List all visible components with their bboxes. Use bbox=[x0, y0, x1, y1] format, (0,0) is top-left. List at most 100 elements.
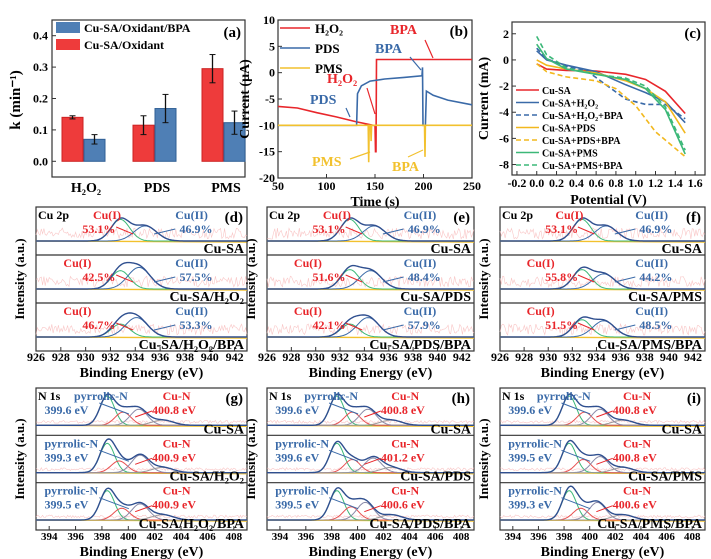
peak-label: Cu(II) bbox=[175, 208, 208, 222]
annotation-arrow bbox=[596, 505, 613, 513]
peak-value: 400.8 eV bbox=[152, 403, 196, 417]
peak-label: pyrrolic-N bbox=[508, 484, 562, 498]
x-tick-label: 0.4 bbox=[569, 176, 584, 190]
x-tick-label: 404 bbox=[173, 531, 190, 543]
legend-label: Cu-SA/Oxidant/BPA bbox=[84, 21, 191, 35]
panel-label: (h) bbox=[452, 391, 470, 407]
x-tick-label: 1.2 bbox=[648, 176, 663, 190]
fit-component-1 bbox=[500, 225, 705, 242]
peak-label: Cu-N bbox=[391, 484, 419, 498]
peak-value: 399.6 eV bbox=[275, 403, 319, 417]
annotation-arrow bbox=[364, 505, 382, 513]
legend-label: Cu-SA+PMS+BPA bbox=[542, 161, 623, 172]
x-axis-label: Binding Energy (eV) bbox=[80, 545, 204, 559]
x-tick-label: 938 bbox=[176, 350, 194, 364]
envelope-line bbox=[500, 393, 705, 426]
y-tick-label: 10 bbox=[263, 13, 275, 27]
peak-label: Cu-N bbox=[623, 389, 651, 403]
raw-data-line bbox=[499, 275, 706, 288]
panel-h-axes bbox=[266, 387, 475, 531]
x-tick-label: 928 bbox=[515, 350, 533, 364]
annotation-arrow bbox=[366, 87, 376, 115]
sample-label: Cu-SA bbox=[431, 422, 472, 437]
x-axis-label: Binding Energy (eV) bbox=[541, 366, 665, 381]
x-tick-label: 404 bbox=[401, 531, 418, 543]
x-tick-label: 396 bbox=[298, 531, 315, 543]
fit-component-0 bbox=[36, 218, 247, 242]
y-axis-label: Intensity (a.u.) bbox=[476, 238, 491, 319]
fit-component-1 bbox=[267, 317, 474, 338]
peak-label: Cu(I) bbox=[93, 208, 121, 222]
sample-label: Cu-SA bbox=[662, 422, 703, 437]
peak-label: Cu(I) bbox=[555, 208, 583, 222]
bar bbox=[61, 116, 84, 162]
envelope-line bbox=[267, 314, 474, 338]
peak-label: Cu(I) bbox=[63, 256, 91, 270]
peak-label: Cu(II) bbox=[635, 208, 668, 222]
y-tick-label: -5 bbox=[265, 92, 275, 106]
x-tick-label: 1.4 bbox=[668, 176, 683, 190]
peak-value: 399.3 eV bbox=[44, 450, 88, 464]
peak-value: 399.6 eV bbox=[44, 403, 88, 417]
peak-value: 399.5 eV bbox=[508, 450, 552, 464]
x-axis-label: Binding Energy (eV) bbox=[541, 545, 665, 559]
x-tick-label: -0.2 bbox=[507, 176, 526, 190]
peak-value: 399.5 eV bbox=[275, 498, 319, 512]
x-tick-label: 1.0 bbox=[628, 176, 643, 190]
raw-data-line bbox=[35, 514, 248, 519]
annotation-arrow bbox=[614, 276, 636, 283]
raw-data-line bbox=[266, 467, 475, 472]
annotation-arrow bbox=[135, 410, 153, 418]
x-tick-label: 398 bbox=[556, 531, 573, 543]
raw-data-line bbox=[35, 275, 248, 289]
sample-label: Cu-SA/H₂O₂/BPA bbox=[139, 338, 245, 353]
raw-data-line bbox=[266, 227, 475, 240]
raw-data-line bbox=[266, 514, 475, 519]
envelope-line bbox=[267, 486, 474, 521]
x-tick-label: 408 bbox=[453, 531, 470, 543]
peak-value: 55.8% bbox=[545, 270, 578, 284]
peak-value: 51.5% bbox=[545, 318, 578, 332]
x-tick-label: 406 bbox=[199, 531, 216, 543]
y-tick-label: -15 bbox=[259, 145, 275, 159]
y-tick-label: 2 bbox=[503, 27, 509, 41]
y-axis-label: k (min⁻¹) bbox=[8, 70, 24, 130]
envelope-line bbox=[267, 440, 474, 474]
x-tick-label: 928 bbox=[282, 350, 300, 364]
x-tick-label: 938 bbox=[404, 350, 422, 364]
x-tick-label: 398 bbox=[323, 531, 340, 543]
x-tick-label: 934 bbox=[587, 350, 605, 364]
series-line-6 bbox=[535, 36, 686, 151]
x-tick-label: 934 bbox=[126, 350, 144, 364]
annotation-arrow bbox=[577, 322, 595, 331]
peak-value: 42.1% bbox=[313, 318, 346, 332]
legend-label: Cu-SA+H₂O₂ bbox=[542, 99, 598, 110]
annotation-arrow bbox=[561, 497, 591, 510]
x-tick-label: 402 bbox=[146, 531, 163, 543]
peak-label: Cu(I) bbox=[323, 208, 351, 222]
legend-label: Cu-SA+H₂O₂+BPA bbox=[542, 111, 624, 122]
annotation-arrow bbox=[99, 449, 130, 462]
annotation-arrow bbox=[345, 322, 363, 331]
annotation-arrow bbox=[345, 226, 363, 235]
series-line-2 bbox=[278, 124, 472, 163]
peak-value: 400.9 eV bbox=[152, 498, 196, 512]
peak-label: Cu(II) bbox=[635, 256, 668, 270]
y-axis-label: Intensity (a.u.) bbox=[243, 238, 258, 319]
peak-label: pyrrolic-N bbox=[508, 436, 562, 450]
peak-label: Cu-N bbox=[623, 484, 651, 498]
annotation-arrow bbox=[135, 505, 153, 513]
envelope-line bbox=[500, 485, 705, 521]
x-tick-label: 150 bbox=[366, 179, 384, 193]
peak-value: 57.5% bbox=[179, 270, 212, 284]
panel-f-axes bbox=[499, 206, 706, 352]
x-tick-label: 396 bbox=[67, 531, 84, 543]
peak-value: 48.4% bbox=[408, 270, 441, 284]
y-tick-label: -4 bbox=[499, 105, 509, 119]
peak-label: pyrrolic-N bbox=[275, 484, 329, 498]
fit-component-1 bbox=[267, 225, 474, 242]
envelope-line bbox=[36, 217, 247, 242]
raw-data-line bbox=[499, 227, 706, 240]
core-level-label: N 1s bbox=[38, 389, 61, 403]
